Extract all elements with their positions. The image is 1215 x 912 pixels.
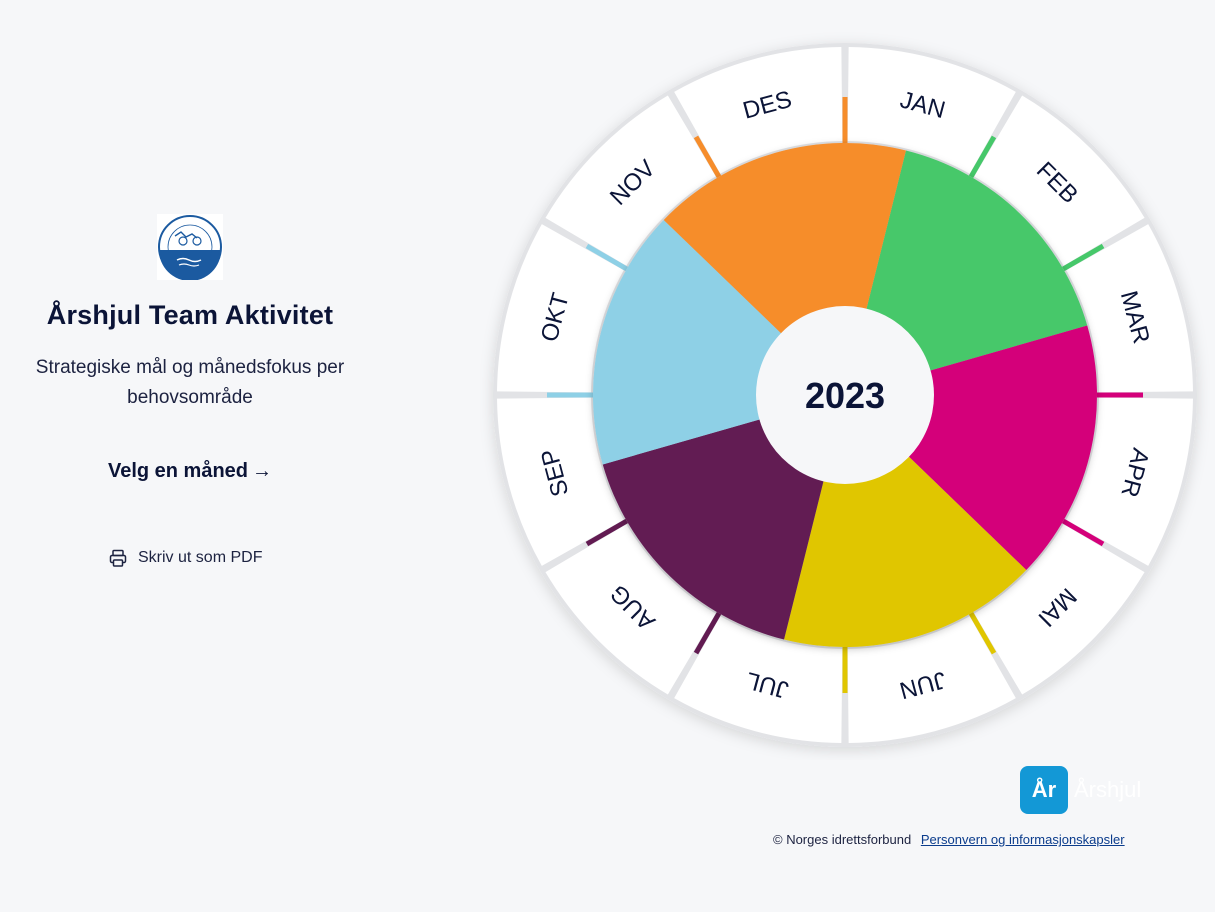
brand-name: Årshjul [1074, 777, 1142, 802]
brand-logo: År Årshjul [1020, 765, 1141, 815]
arrow-right-icon: → [252, 460, 273, 482]
year-center [756, 306, 934, 484]
copyright-text: © Norges idrettsforbund [773, 832, 912, 847]
wheel-segment[interactable] [602, 419, 824, 640]
sidebar: Årshjul Team Aktivitet Strategiske mål o… [0, 0, 380, 912]
wheel-segment[interactable] [866, 150, 1088, 371]
month-tile-des[interactable] [674, 47, 843, 174]
month-tile-jul[interactable] [674, 616, 843, 743]
month-marker-jun [968, 611, 997, 655]
print-pdf-label: Skriv ut som PDF [138, 549, 263, 566]
brand-badge: År [1020, 766, 1068, 814]
wheel-segment[interactable] [784, 456, 1027, 647]
page-title: Årshjul Team Aktivitet [46, 300, 334, 330]
wheel-segment[interactable] [908, 325, 1097, 571]
footer: © Norges idrettsforbund Personvern og in… [773, 832, 1125, 847]
print-pdf-button[interactable]: Skriv ut som PDF [108, 546, 262, 570]
month-tile-apr[interactable] [1066, 397, 1193, 566]
month-marker-feb [968, 135, 997, 179]
month-tile-feb[interactable] [974, 95, 1145, 266]
page-subtitle: Strategiske mål og månedsfokus per behov… [35, 357, 345, 408]
month-tile-mai[interactable] [974, 524, 1145, 695]
privacy-link[interactable]: Personvern og informasjonskapsler [920, 832, 1125, 847]
month-marker-sep [585, 518, 629, 547]
federation-logo [157, 214, 223, 280]
month-marker-mai [1061, 518, 1105, 547]
year-label: 2023 [805, 375, 885, 416]
month-tile-jan[interactable] [847, 47, 1016, 174]
month-tile-aug[interactable] [545, 524, 716, 695]
month-tile-mar[interactable] [1066, 224, 1193, 393]
month-tile-sep[interactable] [497, 397, 624, 566]
month-tile-jun[interactable] [847, 616, 1016, 743]
month-marker-des [693, 135, 722, 179]
month-marker-aug [693, 611, 722, 655]
month-tile-okt[interactable] [497, 224, 624, 393]
month-marker-nov [585, 243, 629, 272]
wheel-segment[interactable] [663, 142, 906, 334]
month-marker-mar [1061, 243, 1105, 272]
select-month-button[interactable]: Velg en måned → [0, 460, 380, 483]
month-tile-nov[interactable] [545, 95, 716, 266]
wheel-segment[interactable] [593, 219, 782, 465]
printer-icon [109, 549, 127, 567]
select-month-label: Velg en måned [107, 460, 249, 482]
